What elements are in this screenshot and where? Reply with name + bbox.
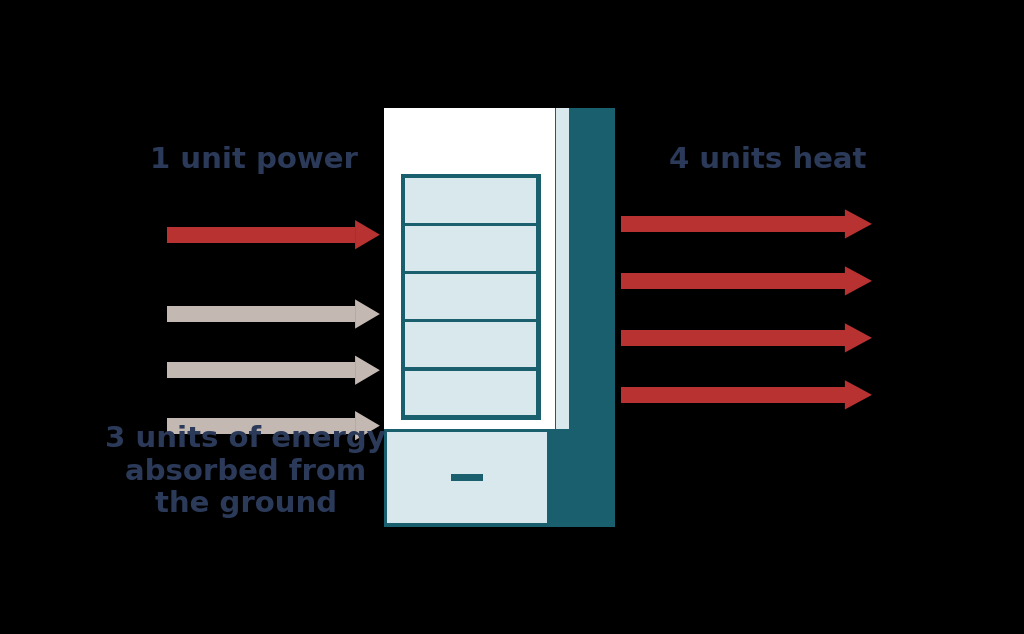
Bar xyxy=(451,474,483,481)
Bar xyxy=(556,108,568,429)
Polygon shape xyxy=(355,411,380,440)
Polygon shape xyxy=(845,209,872,238)
Polygon shape xyxy=(355,356,380,385)
Polygon shape xyxy=(355,299,380,328)
Bar xyxy=(406,226,537,271)
Bar xyxy=(167,306,355,322)
Bar xyxy=(384,108,614,527)
Polygon shape xyxy=(845,266,872,295)
Bar xyxy=(621,216,845,232)
Bar xyxy=(167,418,355,434)
Bar xyxy=(387,432,547,524)
Polygon shape xyxy=(845,380,872,410)
Bar xyxy=(621,273,845,289)
Bar xyxy=(406,323,537,367)
Text: 4 units heat: 4 units heat xyxy=(669,146,866,174)
Bar xyxy=(406,275,537,319)
Text: 3 units of energy
absorbed from
the ground: 3 units of energy absorbed from the grou… xyxy=(105,425,386,518)
Text: 1 unit power: 1 unit power xyxy=(150,146,357,174)
Bar xyxy=(406,370,537,415)
Bar xyxy=(167,362,355,378)
Bar xyxy=(384,108,555,429)
Bar xyxy=(621,387,845,403)
Bar xyxy=(400,174,541,420)
Bar xyxy=(167,226,355,243)
Polygon shape xyxy=(355,220,380,249)
Bar xyxy=(621,330,845,346)
Polygon shape xyxy=(845,323,872,353)
Bar xyxy=(406,178,537,223)
